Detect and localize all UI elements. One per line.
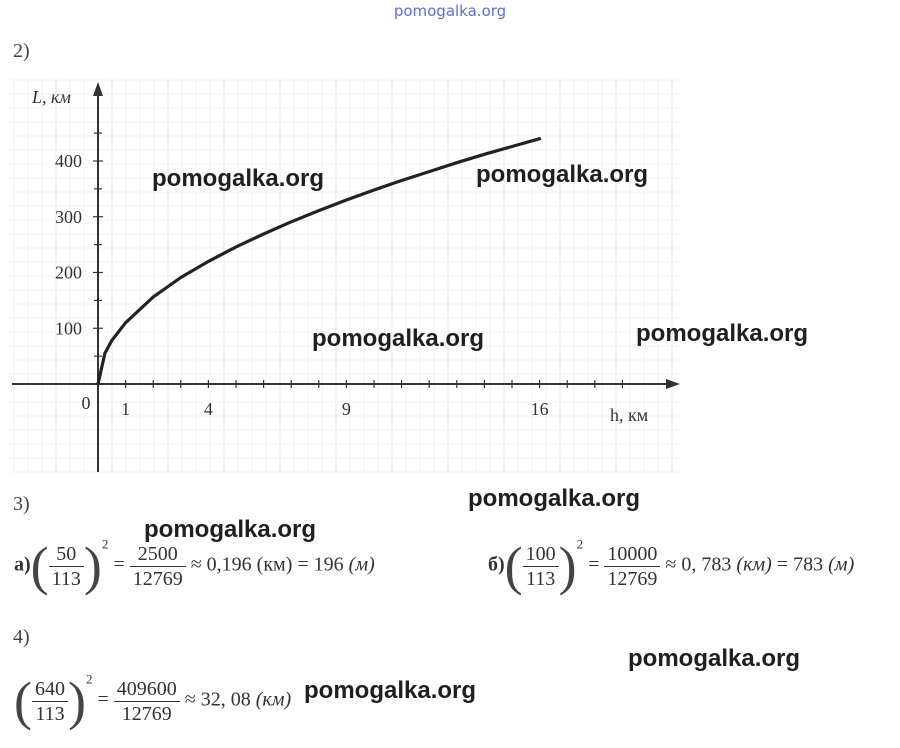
equation-3a: а)(50 113)2 = 2500 12769 ≈ 0,196 (км) = 19… [14,536,375,596]
graph-chart: 100 200 300 400 1 4 9 16 0 L, км h, км [10,78,680,473]
watermark-text: pomogalka.org [628,645,801,672]
fraction-result-a: 2500 12769 [129,542,186,591]
x-axis-label: h, км [610,405,648,425]
watermark-text: pomogalka.org [144,516,317,543]
fraction-result-b: 10000 12769 [604,542,661,591]
x-tick-label: 16 [531,399,549,419]
fraction-result-4: 409600 12769 [113,677,180,726]
section-label-3: 3) [13,493,30,515]
x-tick-label: 4 [204,399,213,419]
y-axis-label: L, км [31,87,71,107]
function-curve [96,137,542,386]
item-label-a: а) [14,553,31,576]
watermark-text: pomogalka.org [636,320,809,347]
fraction-base-4: 640 113 [31,677,68,726]
chart-ticks [93,132,624,388]
y-axis-arrow [93,82,103,96]
x-axis-arrow [666,379,680,389]
watermark-text: pomogalka.org [476,161,649,188]
section-label-2: 2) [13,40,30,62]
chart-axes [12,82,680,472]
watermark-text: pomogalka.org [304,677,477,704]
top-watermark: pomogalka.org [393,2,507,20]
item-label-b: б) [488,553,505,576]
fraction-base-b: 100 113 [522,542,559,591]
equation-3b: б)(100 113)2 = 10000 12769 ≈ 0, 783 (км) =… [488,536,855,596]
section-label-4: 4) [13,626,30,648]
chart-series [96,137,542,386]
y-tick-label: 200 [55,263,82,283]
watermark-text: pomogalka.org [468,485,641,512]
y-tick-label: 100 [55,318,82,338]
x-tick-label: 1 [121,399,130,419]
origin-label: 0 [82,393,91,413]
y-tick-label: 300 [55,207,82,227]
equation-4: (640 113)2 = 409600 12769 ≈ 32, 08 (км) [14,671,292,731]
y-tick-label: 400 [55,151,82,171]
x-tick-label: 9 [342,399,351,419]
watermark-text: pomogalka.org [152,165,325,192]
watermark-text: pomogalka.org [312,325,485,352]
fraction-base-a: 50 113 [48,542,84,591]
chart-labels: 100 200 300 400 1 4 9 16 0 L, км h, км [31,87,648,425]
